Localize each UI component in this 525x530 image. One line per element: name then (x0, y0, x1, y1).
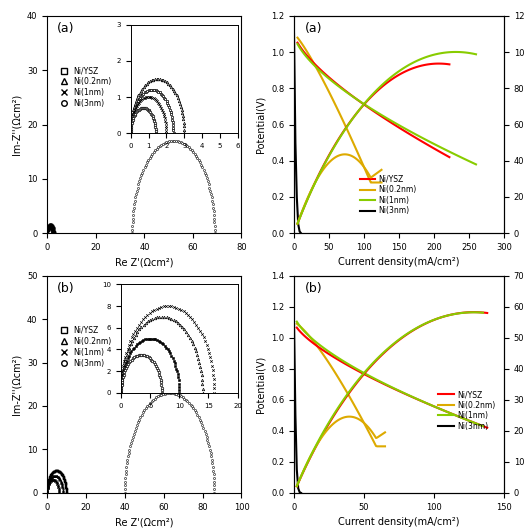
X-axis label: Re Z'(Ωcm²): Re Z'(Ωcm²) (115, 258, 174, 268)
Y-axis label: Im-Z''(Ωcm²): Im-Z''(Ωcm²) (12, 354, 22, 415)
Y-axis label: Potential(V): Potential(V) (256, 356, 266, 413)
Y-axis label: Im-Z''(Ωcm²): Im-Z''(Ωcm²) (12, 94, 22, 155)
Y-axis label: Potential(V): Potential(V) (256, 96, 266, 153)
Legend: Ni/YSZ, Ni(0.2nm), Ni(1nm), Ni(3nm): Ni/YSZ, Ni(0.2nm), Ni(1nm), Ni(3nm) (356, 172, 419, 218)
X-axis label: Current density(mA/cm²): Current density(mA/cm²) (338, 258, 460, 268)
X-axis label: Current density(mA/cm²): Current density(mA/cm²) (338, 517, 460, 527)
Text: (b): (b) (57, 282, 75, 295)
Text: (a): (a) (304, 22, 322, 36)
Legend: Ni/YSZ, Ni(0.2nm), Ni(1nm), Ni(3nm): Ni/YSZ, Ni(0.2nm), Ni(1nm), Ni(3nm) (435, 387, 498, 434)
Text: (b): (b) (304, 282, 322, 295)
Text: (a): (a) (57, 22, 75, 36)
X-axis label: Re Z'(Ωcm²): Re Z'(Ωcm²) (115, 517, 174, 527)
Legend: Ni/YSZ, Ni(0.2nm), Ni(1nm), Ni(3nm): Ni/YSZ, Ni(0.2nm), Ni(1nm), Ni(3nm) (53, 323, 114, 370)
Legend: Ni/YSZ, Ni(0.2nm), Ni(1nm), Ni(3nm): Ni/YSZ, Ni(0.2nm), Ni(1nm), Ni(3nm) (53, 63, 114, 111)
